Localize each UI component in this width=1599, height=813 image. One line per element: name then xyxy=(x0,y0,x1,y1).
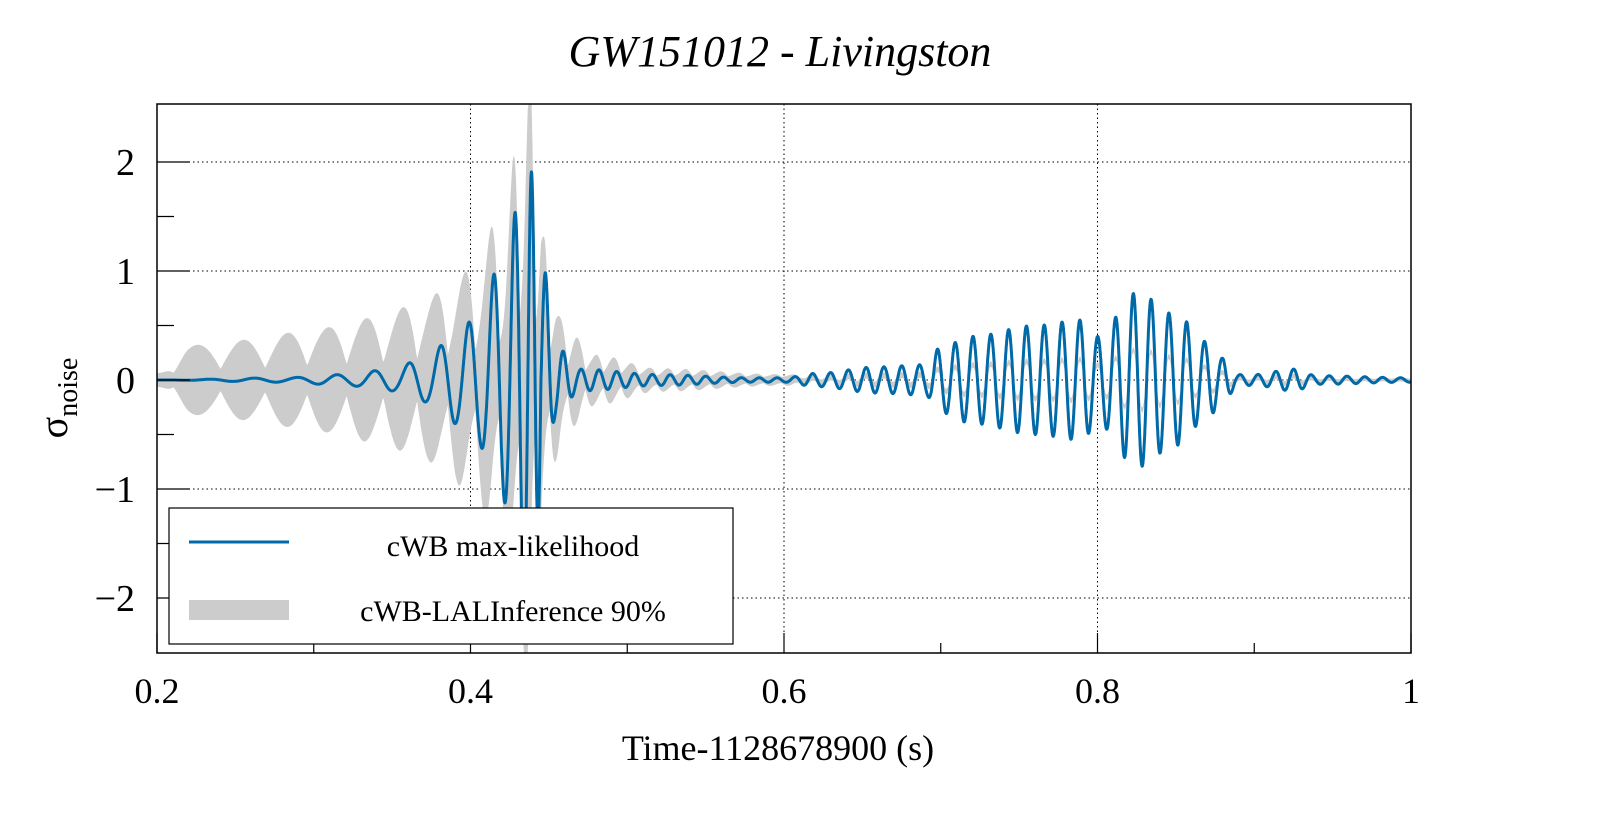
x-tick-label: 0.8 xyxy=(1075,671,1120,711)
x-axis-label: Time-1128678900 (s) xyxy=(622,728,934,768)
x-tick-label: 0.4 xyxy=(448,671,493,711)
legend-swatch-band xyxy=(189,600,289,620)
series-line-max-likelihood xyxy=(155,170,1413,593)
chart-title: GW151012 - Livingston xyxy=(569,27,992,76)
y-tick-label: −1 xyxy=(95,469,135,511)
legend: cWB max-likelihood cWB-LALInference 90% xyxy=(168,507,734,645)
legend-label-max-likelihood: cWB max-likelihood xyxy=(387,530,639,563)
plot-frame xyxy=(156,103,1412,654)
x-tick-label: 0.2 xyxy=(135,671,180,711)
x-tick-label: 0.6 xyxy=(762,671,807,711)
x-tick-label: 1 xyxy=(1402,671,1420,711)
y-tick-label: 1 xyxy=(116,251,135,293)
y-tick-label: 2 xyxy=(116,142,135,184)
y-axis-label-main: σ xyxy=(31,417,76,439)
tick-labels: 0.2 0.4 0.6 0.8 1 −2 −1 0 1 2 xyxy=(95,142,1420,711)
y-axis-label: σnoise xyxy=(31,358,84,439)
legend-box xyxy=(168,507,734,645)
y-axis-label-sub: noise xyxy=(53,358,84,417)
y-tick-label: −2 xyxy=(95,578,135,620)
legend-label-lalinference: cWB-LALInference 90% xyxy=(360,595,666,628)
y-tick-label: 0 xyxy=(116,360,135,402)
band-area xyxy=(157,104,1411,653)
svg-text:σnoise: σnoise xyxy=(31,358,84,439)
band-layer xyxy=(157,104,1411,653)
line-layer xyxy=(155,161,1413,593)
